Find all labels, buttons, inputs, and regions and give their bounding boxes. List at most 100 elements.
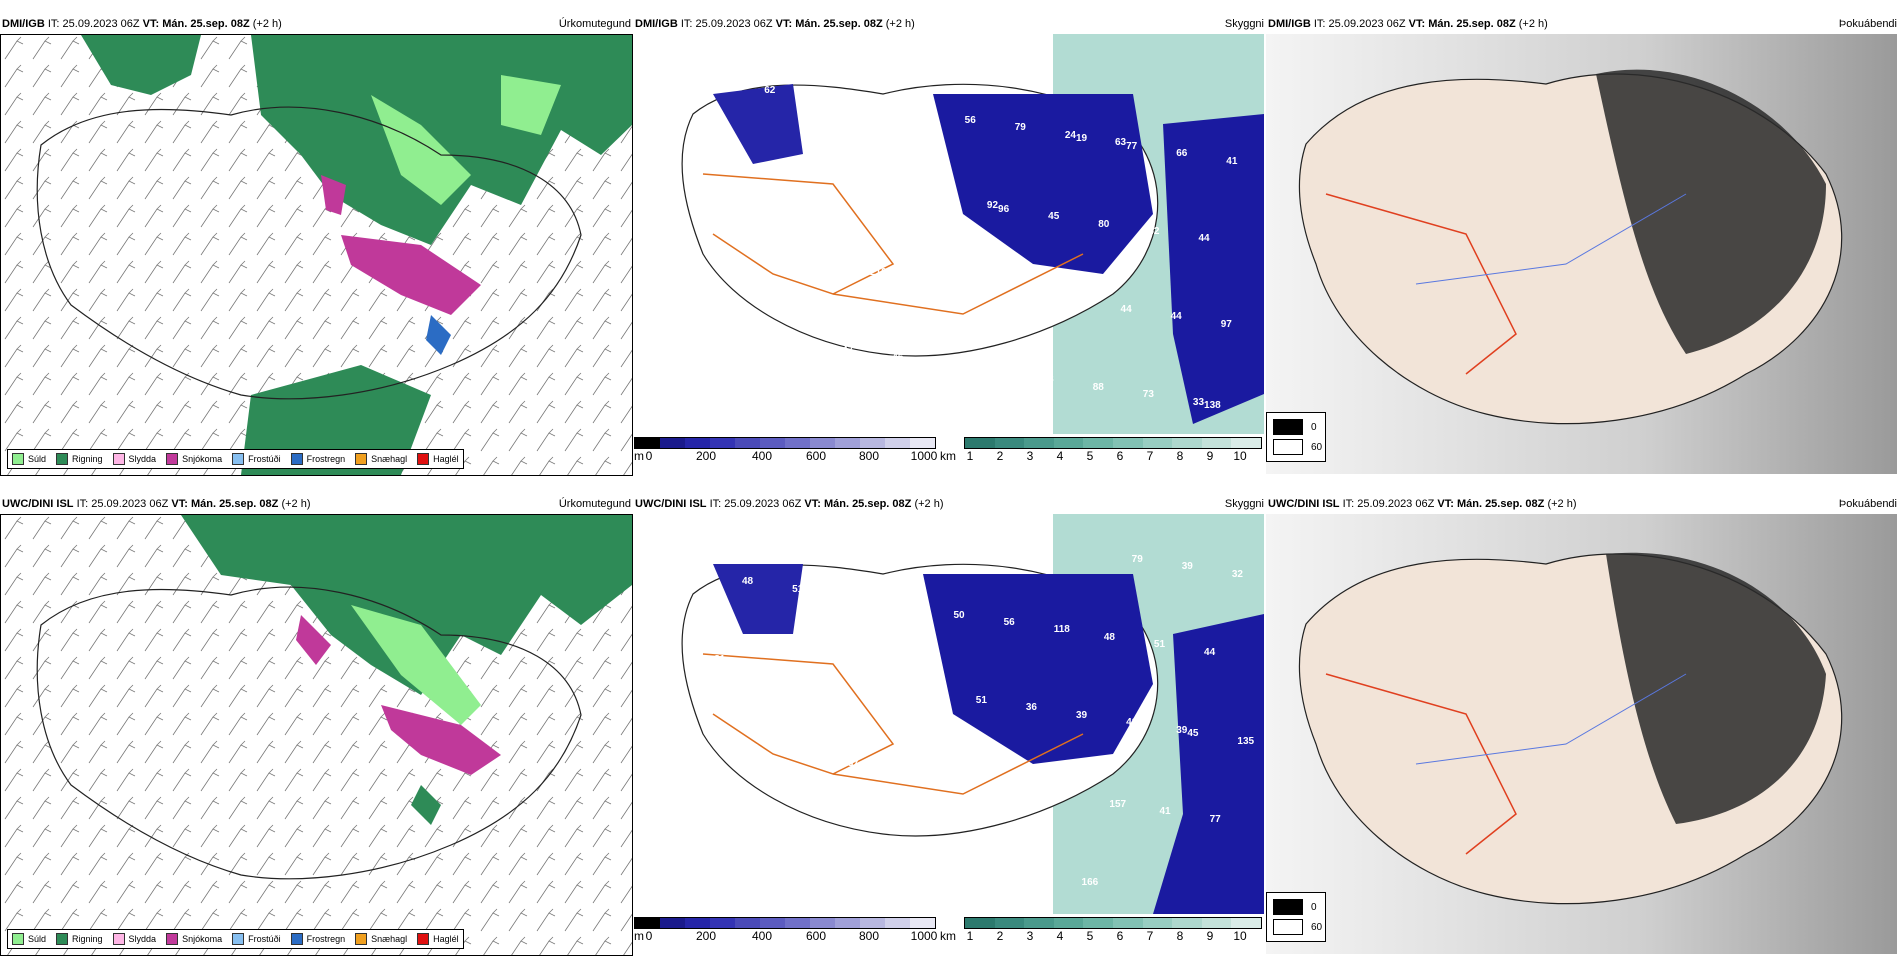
model-name: DMI/IGB	[2, 18, 45, 30]
precip-map-frame: Súld Rigning Slydda Snjókoma Frostúði Fr…	[0, 34, 633, 476]
tick: 6	[1116, 929, 1124, 943]
precip-panel-row1: DMI/IGB IT: 25.09.2023 06Z VT: Mán. 25.s…	[0, 10, 633, 477]
visibility-label: 118	[1053, 624, 1070, 636]
visibility-label: 40	[819, 835, 832, 847]
visibility-label: 166	[1081, 876, 1099, 888]
visibility-label: 38	[897, 765, 909, 777]
visibility-label: 48	[1103, 631, 1115, 643]
fog-legend-dark: 0	[1311, 901, 1317, 913]
legend-label: Súld	[28, 454, 47, 464]
visibility-label: 51	[947, 196, 960, 208]
visibility-label: 79	[1014, 122, 1026, 134]
visibility-label: 36	[998, 780, 1010, 792]
snow-area	[381, 705, 501, 775]
legend-label: Slydda	[128, 454, 157, 464]
tick: 6	[1116, 449, 1124, 463]
legend-item: Frostregn	[290, 453, 345, 465]
tick: 600	[805, 929, 827, 943]
visibility-label: 65	[920, 850, 932, 862]
visibility-label: 164	[719, 820, 737, 832]
valid-time: Mán. 25.sep. 08Z	[1428, 18, 1516, 30]
visibility-label: 49	[842, 591, 854, 603]
rain-area	[81, 35, 201, 95]
legend-item: Snæhagl	[355, 933, 407, 945]
visibility-label: 47	[736, 162, 748, 174]
init-time: 25.09.2023 06Z	[91, 498, 169, 510]
panel-header: DMI/IGB IT: 25.09.2023 06Z VT: Mán. 25.s…	[1268, 18, 1897, 32]
visibility-label: 138	[1204, 400, 1221, 412]
visibility-label: 51	[1153, 639, 1166, 651]
visibility-label: 50	[703, 74, 715, 85]
visibility-label: 45	[1048, 211, 1060, 223]
legend-swatch	[355, 933, 368, 945]
cloud-height-scale	[634, 917, 936, 929]
fog-legend-dark: 0	[1311, 421, 1317, 433]
legend-swatch	[232, 933, 245, 945]
visibility-label: 126	[1031, 869, 1049, 881]
road	[1325, 673, 1517, 855]
visibility-label: 81	[714, 654, 726, 666]
model-name: UWC/DINI ISL	[635, 498, 707, 510]
road	[832, 253, 1084, 315]
visibility-label: 92	[858, 263, 870, 275]
fog-dark-area	[1606, 552, 1826, 824]
visibility-label: 53	[942, 359, 954, 371]
tick: 1000	[910, 449, 938, 463]
visibility-label: 112	[925, 687, 942, 699]
visibility-label: 73	[780, 333, 793, 345]
valid-time: Mán. 25.sep. 08Z	[823, 498, 912, 510]
lead-time: (+2 h)	[281, 498, 311, 510]
visibility-label: 33	[1192, 396, 1205, 408]
visibility-label: 79	[1131, 554, 1143, 565]
valid-time-label: VT:	[171, 498, 188, 510]
tick: 800	[858, 449, 880, 463]
tick: 400	[751, 929, 773, 943]
visibility-label: 80	[1098, 218, 1110, 230]
tick: 200	[695, 449, 717, 463]
legend-label: Slydda	[128, 934, 157, 944]
legend-swatch	[166, 933, 179, 945]
init-time: 25.09.2023 06Z	[62, 18, 140, 30]
visibility-label: 67	[875, 680, 887, 692]
visibility-label: 78	[886, 185, 898, 197]
low-cloud-area	[713, 84, 803, 164]
scales-row1: m 0 200 400 600 800 1000 km 1 2 3 4 5 6 …	[634, 433, 1264, 463]
valid-time-label: VT:	[775, 18, 793, 30]
panel-header: UWC/DINI ISL IT: 25.09.2023 06Z VT: Mán.…	[2, 498, 631, 512]
legend-item: Frostúði	[232, 453, 281, 465]
valid-time-label: VT:	[142, 18, 160, 30]
visibility-label: 61	[769, 828, 781, 840]
road	[832, 733, 1084, 795]
tick: 9	[1206, 449, 1214, 463]
tick: 1	[966, 929, 974, 943]
visibility-label: 51	[792, 583, 804, 595]
visibility-label: 54	[1048, 787, 1060, 799]
visibility-label: 64	[825, 672, 837, 684]
legend-swatch	[417, 933, 430, 945]
legend-item: Súld	[12, 453, 46, 465]
tick: 1	[966, 449, 974, 463]
valid-time: Mán. 25.sep. 08Z	[1456, 498, 1545, 510]
legend-item: Slydda	[112, 453, 157, 465]
legend-label: Haglél	[433, 934, 459, 944]
fog-map	[1266, 34, 1897, 474]
tick: 7	[1146, 449, 1154, 463]
visibility-label: 39	[1176, 724, 1188, 736]
drizzle-area	[371, 95, 471, 205]
drizzle-area	[501, 75, 561, 135]
legend-item: Rigning	[56, 453, 103, 465]
low-cloud-area	[713, 564, 803, 634]
tick: 400	[751, 449, 773, 463]
init-time: 25.09.2023 06Z	[724, 498, 802, 510]
tick: 10	[1233, 929, 1247, 943]
lead-time: (+2 h)	[252, 18, 282, 30]
visibility-label: 48	[741, 576, 754, 588]
visibility-label: 46	[864, 99, 876, 111]
precip-map	[1, 35, 632, 475]
visibility-label: 92	[986, 200, 999, 212]
visibility-label: 45	[914, 107, 926, 119]
tick: 9	[1206, 929, 1214, 943]
valid-time: Mán. 25.sep. 08Z	[795, 18, 883, 30]
rain-area	[181, 515, 632, 695]
snow-area	[321, 175, 346, 215]
